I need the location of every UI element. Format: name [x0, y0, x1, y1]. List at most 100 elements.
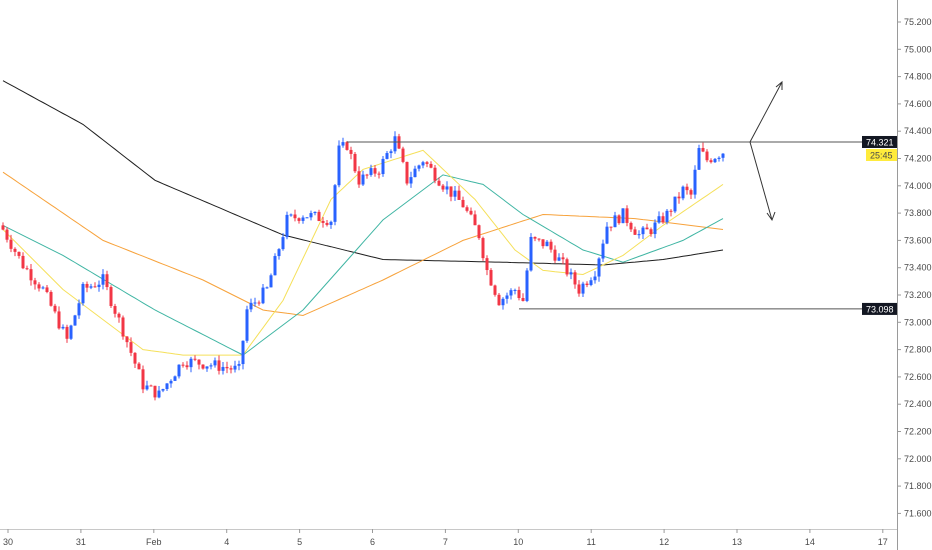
- candle-body: [681, 186, 685, 199]
- candle-body: [533, 236, 537, 239]
- candle-body: [689, 190, 693, 195]
- candle-body: [629, 222, 633, 230]
- price-tick-label: 72.800: [904, 345, 932, 355]
- price-tick-label: 72.400: [904, 399, 932, 409]
- candle-body: [117, 313, 121, 318]
- horizontal-levels[interactable]: [347, 141, 897, 310]
- candle-body: [429, 163, 433, 168]
- candle-body: [521, 298, 525, 301]
- candle-body: [217, 360, 221, 371]
- candle-body: [233, 365, 237, 370]
- price-tick-label: 71.600: [904, 508, 932, 518]
- candle-body: [169, 380, 173, 384]
- candle-body: [97, 284, 101, 288]
- candle-body: [589, 280, 593, 286]
- candle-body: [701, 148, 705, 152]
- candle-body: [93, 286, 97, 288]
- candle-body: [277, 249, 281, 257]
- countdown-bg: [866, 148, 897, 161]
- candle-body: [229, 368, 233, 370]
- candle-body: [301, 217, 305, 221]
- candle-body: [157, 390, 161, 398]
- candle-body: [89, 286, 93, 288]
- candle-body: [509, 290, 513, 296]
- candle-body: [369, 168, 373, 175]
- arrow-up-projection[interactable]: [749, 80, 783, 143]
- candle-body: [637, 234, 641, 236]
- candle-body: [693, 169, 697, 195]
- candle-body: [421, 162, 425, 166]
- time-tick-label: 7: [443, 537, 448, 547]
- ma-line-ma100: [2, 171, 724, 317]
- time-tick-label: Feb: [146, 537, 162, 547]
- time-tick-label: 14: [805, 537, 815, 547]
- candle-body: [13, 248, 17, 252]
- candle-body: [105, 274, 109, 288]
- candle-body: [189, 358, 193, 368]
- candle-body: [193, 358, 197, 360]
- time-tick-label: 6: [370, 537, 375, 547]
- price-tick-label: 74.800: [904, 72, 932, 82]
- time-axis[interactable]: 30 31 Feb 4 5 6 7 10 11 12 13 14 17: [3, 529, 888, 547]
- time-tick-label: 5: [297, 537, 302, 547]
- candle-body: [473, 214, 477, 226]
- candle-body: [465, 207, 469, 211]
- candle-body: [401, 148, 405, 162]
- candle-body: [85, 283, 89, 288]
- candle-body: [265, 287, 269, 289]
- candle-body: [445, 186, 449, 190]
- candle-body: [53, 305, 57, 312]
- time-tick-label: 17: [878, 537, 888, 547]
- price-axis[interactable]: 75.200 75.000 74.800 74.600 74.400 74.200 74.0…: [897, 17, 932, 518]
- candle-body: [709, 160, 713, 163]
- candle-body: [413, 168, 417, 178]
- candle-body: [213, 360, 217, 366]
- candle-body: [441, 185, 445, 190]
- price-tick-label: 74.000: [904, 181, 932, 191]
- candle-body: [593, 276, 597, 281]
- candle-body: [405, 161, 409, 184]
- candle-body: [5, 229, 9, 240]
- candle-body: [577, 284, 581, 294]
- candle-body: [9, 239, 13, 249]
- candle-body: [109, 287, 113, 307]
- candle-body: [293, 214, 297, 219]
- price-tick-label: 71.800: [904, 481, 932, 491]
- candle-body: [485, 258, 489, 271]
- candle-body: [149, 385, 153, 387]
- price-tick-label: 72.200: [904, 427, 932, 437]
- candle-body: [261, 287, 265, 304]
- bar-countdown-label: 25:45: [870, 150, 893, 160]
- projection-arrows[interactable]: [749, 80, 783, 222]
- candle-body: [705, 151, 709, 161]
- candle-body: [237, 364, 241, 366]
- candle-body: [569, 272, 573, 275]
- candle-body: [573, 272, 577, 285]
- candle-body: [613, 215, 617, 228]
- candle-body: [621, 208, 625, 224]
- candle-body: [205, 366, 209, 369]
- candle-body: [69, 325, 73, 339]
- candle-body: [481, 238, 485, 259]
- candle-body: [669, 210, 673, 212]
- candle-body: [501, 298, 505, 306]
- price-tick-label: 74.600: [904, 99, 932, 109]
- candle-body: [325, 222, 329, 225]
- candle-body: [721, 153, 725, 158]
- candle-body: [697, 148, 701, 170]
- candle-body: [381, 158, 385, 175]
- candle-body: [661, 216, 665, 223]
- candle-body: [449, 186, 453, 197]
- candle-body: [409, 177, 413, 184]
- arrow-down-projection[interactable]: [749, 141, 776, 222]
- time-tick-label: 4: [224, 537, 229, 547]
- time-tick-label: 12: [659, 537, 669, 547]
- candle-body: [565, 259, 569, 275]
- candles: [1, 131, 725, 401]
- candle-body: [653, 222, 657, 235]
- candle-body: [377, 173, 381, 175]
- candle-body: [269, 275, 273, 288]
- candle-body: [49, 291, 53, 306]
- candle-body: [393, 136, 397, 152]
